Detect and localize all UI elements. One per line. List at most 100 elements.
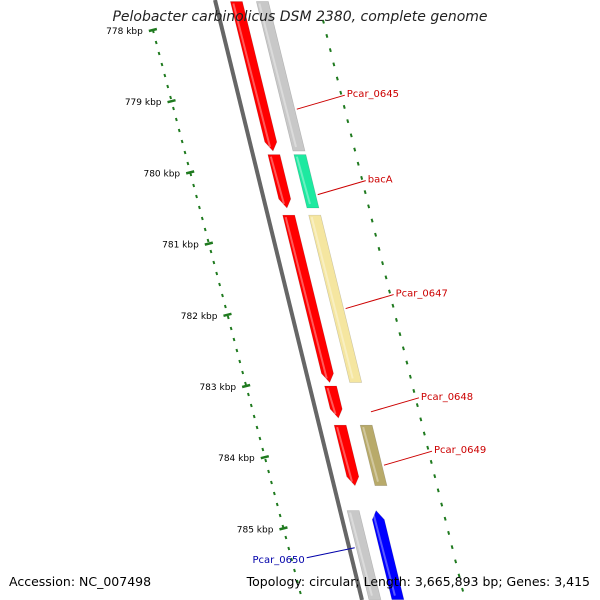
guide-tick <box>321 19 325 24</box>
ruler-dot <box>180 139 184 144</box>
gene-red-Pcar_0645[interactable] <box>229 1 278 152</box>
ruler-dot <box>235 348 239 353</box>
ruler-dot <box>160 62 164 67</box>
ruler-dot <box>154 40 158 45</box>
ruler-dot <box>241 370 245 375</box>
guide-tick <box>363 190 367 195</box>
gene-olive-Pcar_0649[interactable] <box>359 424 388 486</box>
guide-tick <box>349 133 353 138</box>
ruler-dot <box>174 117 178 122</box>
ruler-tick <box>223 312 232 318</box>
gene-red-Pcar_0649_gene[interactable] <box>333 424 360 487</box>
gene-grey-Pcar_0645_cds[interactable] <box>255 1 306 152</box>
ruler-dot <box>229 326 233 331</box>
guide-tick <box>339 90 343 95</box>
label-leader <box>306 547 355 559</box>
genome-summary: Topology: circular; Length: 3,665,893 bp… <box>246 574 590 589</box>
ruler-dot <box>186 161 190 166</box>
ruler-tick-label: 781 kbp <box>162 241 199 251</box>
gene-yellow-Pcar_0647[interactable] <box>308 214 363 383</box>
ruler-dot <box>249 403 253 408</box>
ruler-dot <box>177 128 181 133</box>
label-leader <box>296 94 345 110</box>
gene-label[interactable]: Pcar_0645 <box>347 89 399 100</box>
ruler-dot <box>267 469 270 474</box>
ruler-tick <box>167 98 176 104</box>
ruler-tick-label: 780 kbp <box>143 169 180 179</box>
guide-tick <box>443 516 447 521</box>
gene-highlight <box>362 426 379 482</box>
guide-tick <box>377 246 381 251</box>
ruler-dot <box>169 95 173 100</box>
guide-tick <box>328 48 332 53</box>
ruler-dot <box>209 249 213 254</box>
guide-tick <box>461 587 465 592</box>
gene-highlight <box>349 512 373 596</box>
guide-tick <box>405 360 409 365</box>
guide-tick <box>422 431 426 436</box>
gene-label[interactable]: bacA <box>368 175 393 186</box>
label-leader <box>370 397 420 413</box>
gene-highlight <box>336 426 353 482</box>
guide-tick <box>419 417 423 422</box>
guide-tick <box>346 119 350 124</box>
gene-label[interactable]: Pcar_0648 <box>421 392 473 403</box>
guide-tick <box>447 530 451 535</box>
gene-highlight <box>284 216 328 379</box>
guide-tick <box>325 33 329 38</box>
ruler-tick <box>185 170 195 175</box>
label-leader <box>317 180 366 196</box>
label-leader <box>345 294 394 310</box>
guide-tick <box>429 459 433 464</box>
gene-red-Pcar_0648[interactable] <box>324 385 343 419</box>
ruler-dot <box>232 337 236 342</box>
ruler-tick-label: 779 kbp <box>125 98 162 108</box>
ruler-dot <box>206 238 210 243</box>
genome-backbone <box>213 0 364 600</box>
gene-highlight <box>295 156 311 205</box>
ruler-tick-label: 784 kbp <box>218 454 255 464</box>
ruler-tick-label: 783 kbp <box>199 383 236 393</box>
guide-tick <box>401 346 405 351</box>
ruler-dot <box>290 557 294 562</box>
guide-tick <box>454 559 458 564</box>
gene-red-bacA_gene[interactable] <box>267 154 292 209</box>
ruler-dot <box>157 51 161 56</box>
ruler-dot <box>272 491 276 496</box>
gene-highlight <box>310 216 354 379</box>
label-leader <box>383 450 433 466</box>
ruler: 778 kbp 779 kbp 780 kbp 781 kbp 782 kbp 783 k… <box>106 19 465 595</box>
ruler-dot <box>172 106 175 111</box>
ruler-dot <box>258 436 262 441</box>
gene-labels: Pcar_0645 bacA Pcar_0647 Pcar_0648 Pcar_0649… <box>252 89 486 566</box>
ruler-tick <box>204 241 214 246</box>
backbone-line <box>213 0 364 600</box>
ruler-tick-label: 778 kbp <box>106 27 143 37</box>
guide-tick <box>356 161 360 166</box>
gene-label[interactable]: Pcar_0650 <box>252 555 304 566</box>
ruler-dot <box>293 568 296 573</box>
guide-tick <box>381 261 385 266</box>
gene-label[interactable]: Pcar_0649 <box>434 445 486 456</box>
gene-highlight <box>326 387 337 415</box>
guide-tick <box>436 488 440 493</box>
gene-highlight <box>269 156 285 205</box>
ruler-dot <box>298 590 302 595</box>
gene-label[interactable]: Pcar_0647 <box>396 289 448 300</box>
gene-green-bacA[interactable] <box>293 154 320 209</box>
ruler-tick-label: 785 kbp <box>237 525 274 535</box>
ruler-dot <box>238 359 242 364</box>
ruler-dot <box>183 150 187 155</box>
ruler-dot <box>215 271 219 276</box>
gene-highlight <box>372 512 396 596</box>
ruler-dot <box>212 260 216 265</box>
ruler-dot <box>270 480 273 485</box>
ruler-tick <box>279 526 288 531</box>
ruler-dot <box>296 579 299 584</box>
ruler-dot <box>284 535 288 540</box>
ruler-dot <box>192 183 196 188</box>
gene-highlight <box>232 3 271 148</box>
gene-red-Pcar_0647_gene[interactable] <box>282 214 334 383</box>
guide-tick <box>398 332 402 337</box>
